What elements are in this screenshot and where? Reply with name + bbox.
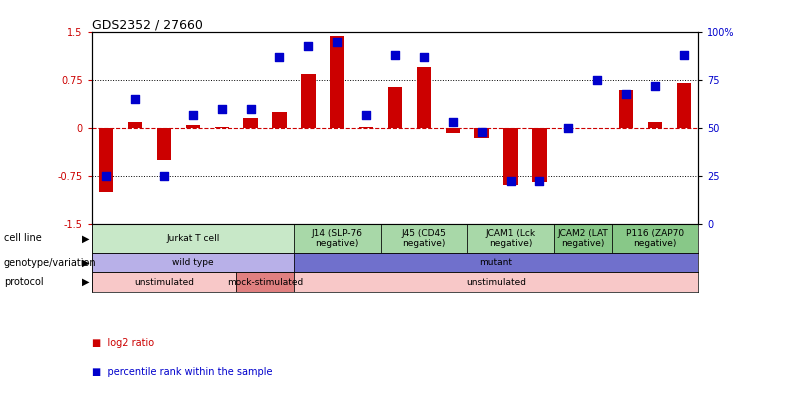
Point <box>389 52 401 59</box>
Text: unstimulated: unstimulated <box>134 277 194 287</box>
Bar <box>272 112 286 128</box>
Point <box>504 178 517 185</box>
Bar <box>388 87 402 128</box>
Bar <box>381 224 467 254</box>
Bar <box>294 254 698 273</box>
Bar <box>618 90 634 128</box>
Bar <box>330 36 345 128</box>
Text: wild type: wild type <box>172 258 214 267</box>
Bar <box>186 125 200 128</box>
Point <box>215 106 228 112</box>
Point <box>157 173 170 179</box>
Bar <box>359 127 373 128</box>
Text: JCAM2 (LAT
negative): JCAM2 (LAT negative) <box>557 229 608 248</box>
Bar <box>554 224 611 254</box>
Text: mock-stimulated: mock-stimulated <box>227 277 303 287</box>
Point <box>678 52 690 59</box>
Text: ■  percentile rank within the sample: ■ percentile rank within the sample <box>92 367 272 377</box>
Text: ▶: ▶ <box>82 258 90 268</box>
Text: JCAM1 (Lck
negative): JCAM1 (Lck negative) <box>485 229 535 248</box>
Text: ■  log2 ratio: ■ log2 ratio <box>92 338 154 348</box>
Bar <box>475 128 489 138</box>
Point <box>591 77 603 83</box>
Text: protocol: protocol <box>4 277 44 287</box>
Point <box>620 90 633 97</box>
Text: ▶: ▶ <box>82 277 90 287</box>
Text: P116 (ZAP70
negative): P116 (ZAP70 negative) <box>626 229 684 248</box>
Bar <box>215 127 229 128</box>
Bar <box>236 273 294 292</box>
Bar <box>294 224 381 254</box>
Point <box>562 125 575 131</box>
Point <box>128 96 141 102</box>
Bar <box>99 128 113 192</box>
Text: mutant: mutant <box>480 258 512 267</box>
Bar <box>467 224 554 254</box>
Bar <box>243 118 258 128</box>
Point <box>649 83 662 89</box>
Bar <box>92 224 294 254</box>
Point <box>331 39 344 45</box>
Bar <box>92 273 236 292</box>
Text: cell line: cell line <box>4 233 41 243</box>
Point <box>100 173 113 179</box>
Bar <box>128 122 142 128</box>
Text: genotype/variation: genotype/variation <box>4 258 97 268</box>
Text: Jurkat T cell: Jurkat T cell <box>166 234 219 243</box>
Point <box>302 43 314 49</box>
Point <box>187 111 200 118</box>
Bar <box>532 128 547 182</box>
Text: J45 (CD45
negative): J45 (CD45 negative) <box>401 229 446 248</box>
Bar <box>417 68 431 128</box>
Point <box>446 119 459 126</box>
Bar <box>611 224 698 254</box>
Bar <box>445 128 460 133</box>
Text: J14 (SLP-76
negative): J14 (SLP-76 negative) <box>312 229 363 248</box>
Point <box>417 54 430 60</box>
Point <box>273 54 286 60</box>
Bar <box>92 254 294 273</box>
Bar <box>677 83 691 128</box>
Bar <box>504 128 518 185</box>
Bar <box>294 273 698 292</box>
Bar <box>301 74 315 128</box>
Text: ▶: ▶ <box>82 233 90 243</box>
Point <box>533 178 546 185</box>
Text: unstimulated: unstimulated <box>466 277 526 287</box>
Point <box>244 106 257 112</box>
Bar <box>648 122 662 128</box>
Bar <box>156 128 172 160</box>
Point <box>360 111 373 118</box>
Point <box>476 128 488 135</box>
Text: GDS2352 / 27660: GDS2352 / 27660 <box>92 18 203 31</box>
